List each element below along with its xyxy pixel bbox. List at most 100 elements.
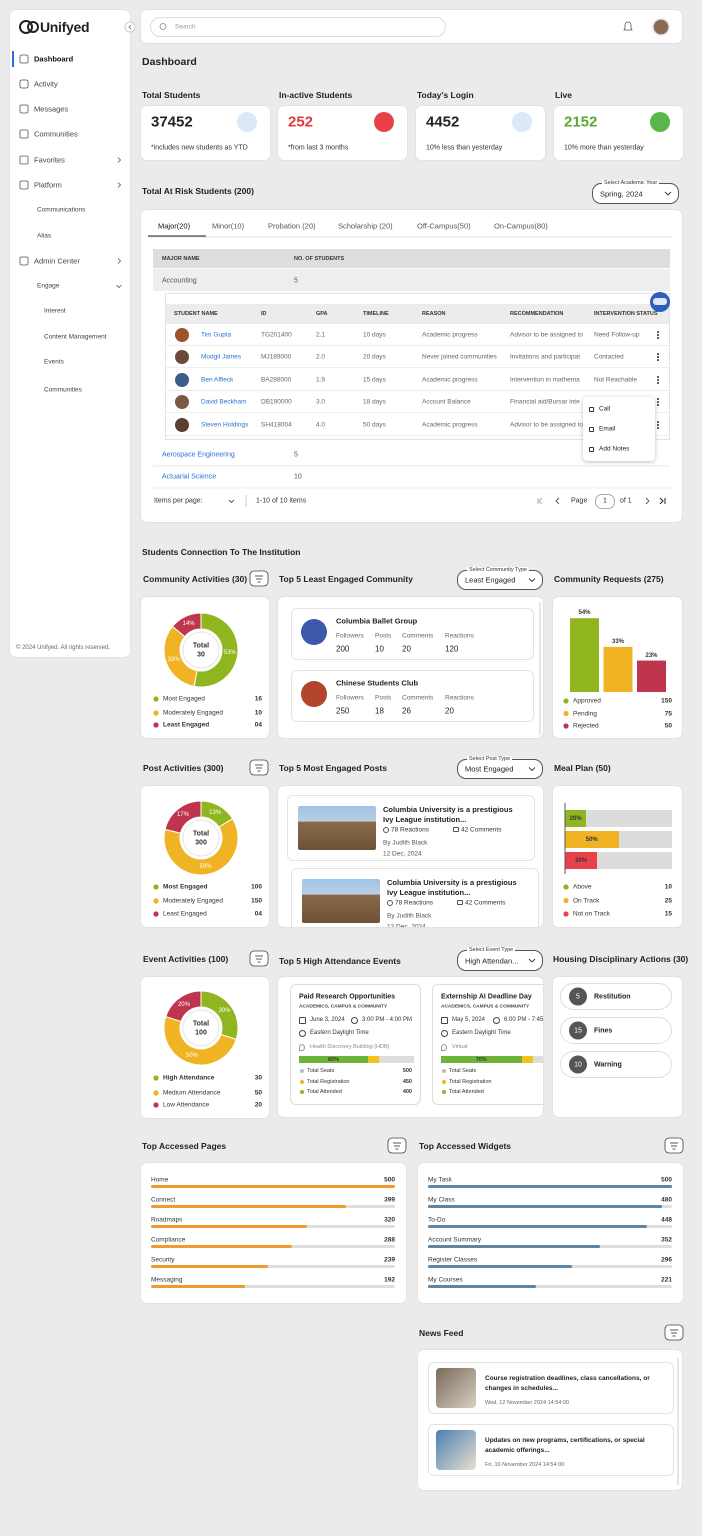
post-title[interactable]: Columbia University is a prestigious Ivy… [383, 805, 513, 824]
donut-card [141, 786, 269, 927]
tab[interactable]: On-Campus(80) [494, 221, 548, 231]
column-header: NO. OF STUDENTS [294, 256, 345, 262]
select-value[interactable]: High Attendan... [465, 956, 519, 965]
major-name[interactable]: Actuarial Science [162, 473, 217, 481]
context-menu: Call Email Add Notes [583, 397, 655, 461]
select-label: Select Event Type [467, 947, 516, 953]
post-reactions: 78 Reactions [391, 826, 429, 834]
community-name[interactable]: Chinese Students Club [336, 678, 419, 688]
nav-item[interactable]: Favorites [34, 155, 65, 165]
nav-item[interactable]: Events [44, 358, 64, 366]
news-image [436, 1430, 476, 1470]
bar-track [151, 1285, 395, 1288]
event-title[interactable]: Paid Research Opportunities [299, 993, 396, 1001]
column-header: RECOMMENDATION [510, 311, 564, 317]
menu-item[interactable]: Add Notes [599, 445, 630, 453]
student-avatar [175, 350, 189, 364]
nav-item[interactable]: Engage [37, 282, 60, 290]
row-divider [166, 345, 669, 346]
student-name[interactable]: Steven Holdings [201, 421, 249, 429]
search-box[interactable] [150, 17, 446, 37]
major-count: 5 [294, 277, 298, 285]
stat-label: Posts [375, 632, 392, 640]
nav-item[interactable]: Admin Center [34, 256, 80, 266]
progress-label: 70% [475, 1056, 487, 1063]
nav-item[interactable]: Messages [34, 104, 69, 114]
major-name[interactable]: Aerospace Engineering [162, 451, 235, 459]
menu-item[interactable]: Call [599, 405, 611, 413]
filter-button [664, 1137, 684, 1154]
community-name[interactable]: Columbia Ballet Group [336, 616, 418, 626]
tab[interactable]: Probation (20) [268, 221, 316, 231]
nav-item[interactable]: Content Management [44, 333, 107, 341]
kebab-dot [657, 379, 659, 381]
event-date: May 5, 2024 [452, 1017, 486, 1023]
housing-count: 10 [574, 1061, 582, 1068]
bar-value: 399 [384, 1196, 395, 1204]
posts-clip: Columbia University is a prestigious Ivy… [282, 790, 540, 927]
legend-value: 10 [254, 709, 262, 717]
nav-item[interactable]: Platform [34, 180, 62, 190]
progress-label: 60% [327, 1056, 340, 1063]
stat-note: 10% more than yesterday [564, 144, 644, 152]
stat-dot [442, 1079, 446, 1084]
event-stat-label: Total Seats [449, 1068, 477, 1074]
row-divider [166, 367, 669, 368]
post-title[interactable]: Columbia University is a prestigious Ivy… [387, 878, 517, 897]
event-time: 6:00 PM - 7:45 P [504, 1017, 543, 1023]
event-title[interactable]: Externship AI Deadline Day [441, 993, 532, 1001]
bar-label: 54% [578, 610, 591, 617]
nav-item[interactable]: Communities [34, 129, 78, 139]
column-header: INTERVENTION STATUS [594, 311, 658, 317]
table-cell: 50 days [363, 421, 386, 429]
nav-item[interactable]: Communities [44, 386, 82, 394]
select-value[interactable]: Most Engaged [465, 764, 514, 774]
menu-item[interactable]: Email [599, 425, 616, 433]
student-name[interactable]: Modgil James [201, 353, 242, 361]
stat-label: Reactions [445, 632, 474, 640]
student-name[interactable]: Ben Affleck [201, 376, 234, 384]
tab[interactable]: Scholarship (20) [338, 221, 393, 231]
select-value[interactable]: Least Engaged [465, 575, 516, 585]
events-clip: Paid Research Opportunities ACADEMICS, CA… [282, 980, 543, 1110]
select-value[interactable]: Spring, 2024 [600, 189, 643, 198]
page-count: of 1 [620, 497, 632, 505]
news-text[interactable]: Course registration deadlines, class can… [485, 1375, 650, 1392]
filter-button [664, 1324, 684, 1341]
student-avatar [175, 395, 189, 409]
kebab-dot [657, 376, 659, 378]
table-cell: Never joined communities [422, 353, 497, 361]
legend-value: 20 [254, 1101, 262, 1109]
stat-dot [300, 1079, 304, 1084]
nav-item[interactable]: Activity [34, 79, 58, 89]
student-name[interactable]: Tim Gupta [201, 331, 232, 339]
donut-label: 17% [177, 812, 190, 819]
bar-category: Connect [151, 1196, 176, 1204]
bar-value: 480 [661, 1196, 672, 1204]
event-location: Health Discovery Building (HDB) [310, 1044, 390, 1050]
table-cell: DB190000 [261, 398, 292, 406]
news-text[interactable]: Updates on new programs, certifications,… [485, 1437, 645, 1454]
bar-category: Compliance [151, 1236, 186, 1244]
tab[interactable]: Off-Campus(50) [417, 221, 471, 231]
bar [428, 1205, 663, 1208]
table-cell: Advisor to be assigned to [510, 421, 583, 429]
nav-item[interactable]: Dashboard [34, 54, 74, 64]
table-cell: Invitations and participat [510, 353, 581, 361]
donut-label: 50% [186, 1052, 199, 1059]
nav-item[interactable]: Alias [37, 232, 52, 240]
student-name[interactable]: David Beckham [201, 398, 247, 406]
tab[interactable]: Major(20) [158, 221, 191, 231]
tab[interactable]: Minor(10) [212, 221, 245, 231]
bar-track [428, 1285, 672, 1288]
legend-label: Most Engaged [163, 883, 208, 891]
table-cell: 20 days [363, 353, 386, 361]
page-input[interactable] [595, 494, 615, 509]
card-title: Top 5 Least Engaged Community [279, 574, 413, 584]
section-title: Total At Risk Students (200) [142, 186, 254, 196]
bar-track [151, 1265, 395, 1268]
page-number: 1 [603, 497, 607, 505]
nav-item[interactable]: Interest [44, 307, 66, 315]
kebab-dot [657, 382, 659, 384]
nav-item[interactable]: Communications [37, 206, 86, 214]
